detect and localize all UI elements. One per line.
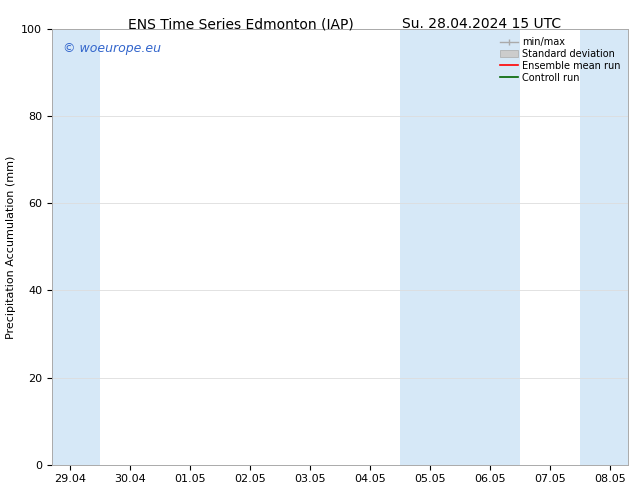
Y-axis label: Precipitation Accumulation (mm): Precipitation Accumulation (mm) (6, 155, 16, 339)
Text: ENS Time Series Edmonton (IAP): ENS Time Series Edmonton (IAP) (128, 17, 354, 31)
Text: Su. 28.04.2024 15 UTC: Su. 28.04.2024 15 UTC (403, 17, 561, 31)
Bar (52, 29, 100, 465)
Text: © woeurope.eu: © woeurope.eu (63, 42, 162, 55)
Legend: min/max, Standard deviation, Ensemble mean run, Controll run: min/max, Standard deviation, Ensemble me… (497, 34, 623, 86)
Bar (580, 29, 628, 465)
Bar (400, 29, 520, 465)
